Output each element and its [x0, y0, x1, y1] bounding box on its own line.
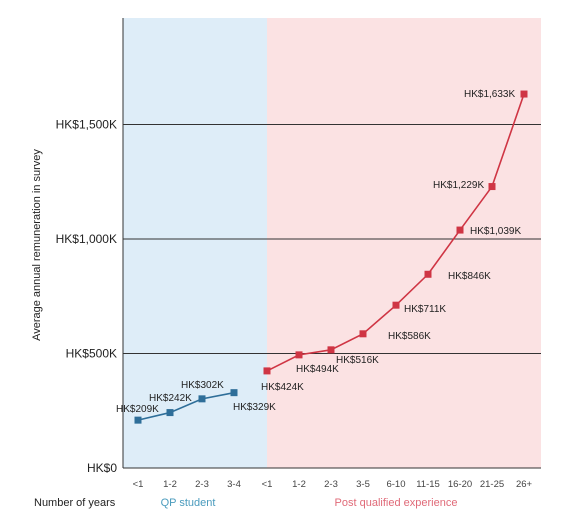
- data-label: HK$1,039K: [470, 226, 521, 237]
- x-tick-label: <1: [133, 479, 144, 490]
- data-label: HK$586K: [388, 331, 431, 342]
- data-label: HK$209K: [116, 404, 159, 415]
- y-tick-label: HK$1,500K: [56, 118, 117, 132]
- y-tick-label: HK$500K: [66, 347, 117, 361]
- data-point: [166, 409, 174, 417]
- data-point: [327, 346, 335, 354]
- qp-student-label: QP student: [161, 497, 216, 509]
- y-axis-title: Average annual remuneration in survey: [31, 149, 43, 341]
- data-label: HK$1,633K: [464, 89, 515, 100]
- x-tick-label: 26+: [516, 479, 533, 490]
- series-line-0: [137, 391, 235, 421]
- data-point: [263, 367, 271, 375]
- data-label: HK$846K: [448, 271, 491, 282]
- data-point: [295, 351, 303, 359]
- data-label: HK$1,229K: [433, 180, 484, 191]
- data-label: HK$329K: [233, 402, 276, 413]
- x-tick-label: 2-3: [324, 479, 338, 490]
- data-point: [520, 90, 528, 98]
- y-tick-label: HK$1,000K: [56, 232, 117, 246]
- data-point: [424, 270, 432, 278]
- qp-student-region: [123, 18, 267, 468]
- series-layer: [134, 90, 528, 424]
- data-point: [392, 301, 400, 309]
- x-tick-label: 3-5: [356, 479, 370, 490]
- x-tick-label: 6-10: [386, 479, 405, 490]
- y-tick-labels: HK$0 HK$500K HK$1,000K HK$1,500K: [56, 118, 118, 476]
- background-layer: [123, 18, 541, 468]
- x-tick-label: <1: [262, 479, 273, 490]
- data-point: [488, 183, 496, 191]
- post-qualified-label: Post qualified experience: [335, 497, 458, 509]
- data-label: HK$711K: [404, 304, 446, 315]
- data-label: HK$242K: [149, 393, 192, 404]
- data-label: HK$424K: [261, 382, 304, 393]
- data-point: [230, 389, 238, 397]
- x-tick-label: 2-3: [195, 479, 209, 490]
- data-label: HK$516K: [336, 355, 379, 366]
- x-axis-title: Number of years: [34, 497, 116, 509]
- post-qualified-region: [267, 18, 541, 468]
- x-tick-label: 1-2: [163, 479, 177, 490]
- x-tick-label: 11-15: [416, 479, 440, 490]
- x-tick-labels: <1 1-2 2-3 3-4 <1 1-2 2-3 3-5 6-10 11-15 16-20 21-2…: [133, 479, 533, 509]
- data-point: [456, 226, 464, 234]
- y-tick-label: HK$0: [87, 461, 117, 475]
- data-label: HK$302K: [181, 380, 224, 391]
- data-point: [134, 416, 142, 424]
- x-tick-label: 3-4: [227, 479, 241, 490]
- gridlines: [122, 18, 541, 469]
- x-tick-label: 16-20: [448, 479, 472, 490]
- data-point: [359, 330, 367, 338]
- data-point: [198, 395, 206, 403]
- x-tick-label: 1-2: [292, 479, 306, 490]
- x-tick-label: 21-25: [480, 479, 504, 490]
- data-label: HK$494K: [296, 364, 339, 375]
